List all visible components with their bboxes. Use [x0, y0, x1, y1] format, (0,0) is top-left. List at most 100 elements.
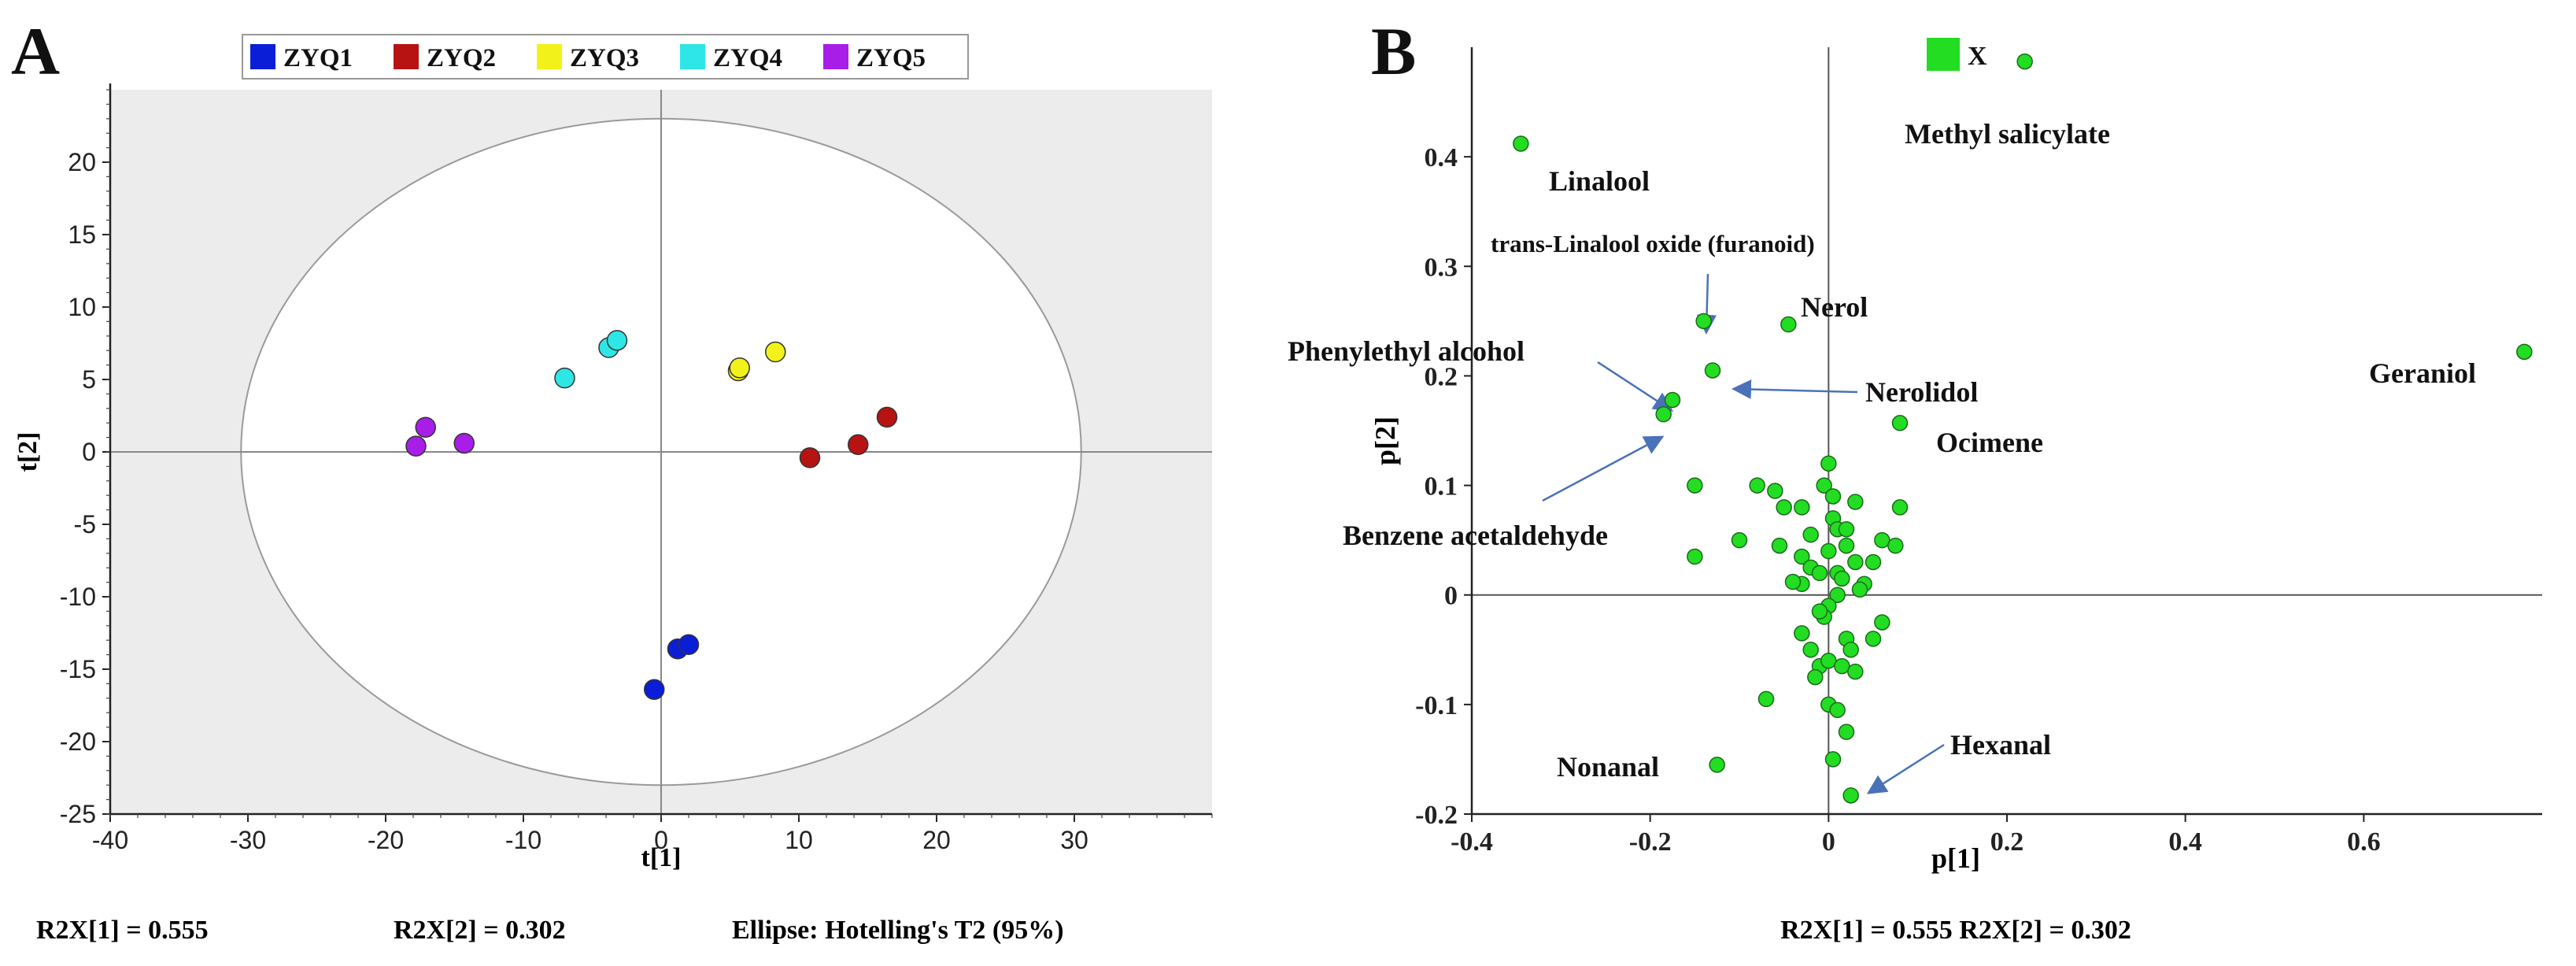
legend-label-zyq5: ZYQ5 [856, 44, 926, 72]
panel-b-label: B [1371, 13, 1416, 89]
loading-point [1655, 405, 1672, 423]
loading-point [1704, 362, 1721, 379]
loading-point [1834, 657, 1850, 675]
loading-point [2016, 53, 2033, 70]
y-axis-label-b: p[2] [1369, 416, 1401, 465]
x-tick-label-a: 0 [654, 826, 668, 854]
loading-point [1842, 642, 1859, 658]
x-axis-label-a: t[1] [641, 843, 682, 872]
footer-a-ellipse: Ellipse: Hotelling's T2 (95%) [732, 916, 1064, 945]
y-tick-label-a: -25 [60, 800, 96, 828]
point-zyq2 [876, 406, 898, 428]
panel-a: A ZYQ1 ZYQ2 ZYQ3 ZYQ4 ZYQ5 -40 -30 -20 -10 0 10 20… [11, 13, 1213, 945]
y-tick-label-b: 0.2 [1425, 362, 1458, 391]
loading-point [1891, 415, 1909, 431]
loading-point [1834, 570, 1850, 587]
annotation-hexanal: Hexanal [1950, 729, 2051, 761]
loading-point [1794, 499, 1810, 516]
loading-point [1513, 135, 1529, 152]
y-tick-label-b: 0 [1444, 582, 1458, 611]
loading-point [1820, 542, 1837, 560]
legend-swatch-zyq4 [680, 44, 705, 69]
y-tick-label-a: 10 [68, 293, 96, 321]
y-tick-label-b: -0.2 [1415, 801, 1458, 830]
y-tick-label-a: -10 [60, 583, 96, 611]
x-tick-label-a: 10 [785, 826, 813, 854]
y-tick-label-a: 15 [68, 220, 96, 249]
arrow-phenylethyl-alcohol [1597, 361, 1674, 412]
loading-point [1695, 313, 1712, 330]
loading-point [1847, 663, 1864, 680]
x-tick-label-b: 0.6 [2347, 827, 2381, 857]
point-zyq2 [799, 447, 821, 468]
arrow-hexanal [1866, 743, 1945, 794]
axes-b: -0.4 -0.2 0 0.2 0.4 0.6-0.2-0.100.10.20.30.4 [1415, 47, 2542, 857]
legend-swatch-zyq3 [537, 44, 562, 69]
arrow-benzene-acetaldehyde [1542, 435, 1665, 502]
loading-point [1820, 652, 1837, 669]
x-tick-label-b: 0.4 [2168, 827, 2202, 857]
loading-point [1811, 603, 1828, 620]
loading-point [1802, 642, 1819, 658]
legend-label-zyq3: ZYQ3 [570, 44, 639, 72]
x-tick-label-a: -40 [92, 826, 128, 854]
loading-point [1731, 531, 1748, 549]
annotation-ocimene: Ocimene [1936, 427, 2043, 458]
x-tick-label-a: 20 [922, 826, 951, 854]
loading-point [1687, 548, 1703, 565]
loading-point [1865, 631, 1882, 647]
x-tick-label-a: -20 [368, 826, 404, 854]
x-tick-label-b: 0 [1822, 827, 1835, 857]
loading-point [1687, 477, 1703, 494]
footer-a-r2x2: R2X[2] = 0.302 [394, 916, 566, 945]
loading-point [1757, 690, 1775, 708]
x-tick-label-a: -30 [230, 826, 266, 854]
legend-label-zyq1: ZYQ1 [283, 44, 353, 72]
y-axis-label-a: t[2] [13, 432, 43, 472]
point-zyq5 [415, 416, 436, 438]
loading-point [1824, 751, 1842, 768]
loading-point [1847, 553, 1864, 571]
loading-point [1838, 724, 1855, 740]
loading-point [1891, 499, 1909, 516]
loading-point [1794, 548, 1810, 565]
loading-point [1776, 499, 1792, 516]
y-tick-label-a: -20 [60, 727, 96, 756]
y-tick-label-a: 20 [68, 148, 96, 176]
loading-point [1771, 537, 1788, 554]
legend-a: ZYQ1 ZYQ2 ZYQ3 ZYQ4 ZYQ5 [250, 44, 926, 72]
annotation-nerol: Nerol [1801, 291, 1868, 323]
y-tick-label-b: 0.3 [1425, 253, 1458, 282]
point-zyq3 [765, 341, 786, 363]
loading-point [1829, 587, 1846, 603]
annotation-methyl-salicylate: Methyl salicylate [1905, 118, 2110, 150]
loading-point [1709, 757, 1725, 773]
loading-point [1802, 526, 1819, 543]
y-tick-label-a: -5 [74, 510, 96, 539]
legend-label-zyq2: ZYQ2 [427, 44, 496, 72]
loading-point [1865, 553, 1882, 571]
loading-point [1664, 391, 1681, 409]
loading-point [1767, 483, 1783, 499]
loading-point [1811, 564, 1828, 582]
loading-point [1824, 488, 1842, 505]
point-zyq4 [606, 330, 628, 351]
loading-point [1838, 537, 1855, 554]
annotation-nonanal: Nonanal [1557, 751, 1659, 783]
loading-point [2516, 343, 2533, 361]
arrow-nerolidol [1732, 379, 1858, 400]
loading-point [1847, 494, 1864, 510]
annotation-phenylethyl-alcohol: Phenylethyl alcohol [1288, 335, 1525, 367]
y-tick-label-a: 5 [82, 365, 96, 394]
loading-point [1829, 701, 1846, 719]
point-zyq3 [729, 357, 750, 379]
footer-a-r2x1: R2X[1] = 0.555 [36, 916, 209, 945]
legend-swatch-zyq2 [394, 44, 419, 69]
x-tick-label-a: -10 [505, 826, 541, 854]
loading-point [1851, 581, 1868, 598]
y-tick-label-b: 0.1 [1425, 472, 1458, 502]
panel-a-label: A [11, 13, 60, 89]
annotation-trans-linalool-oxide-furanoid: trans-Linalool oxide (furanoid) [1491, 230, 1815, 257]
legend-label-x: X [1968, 42, 1987, 71]
